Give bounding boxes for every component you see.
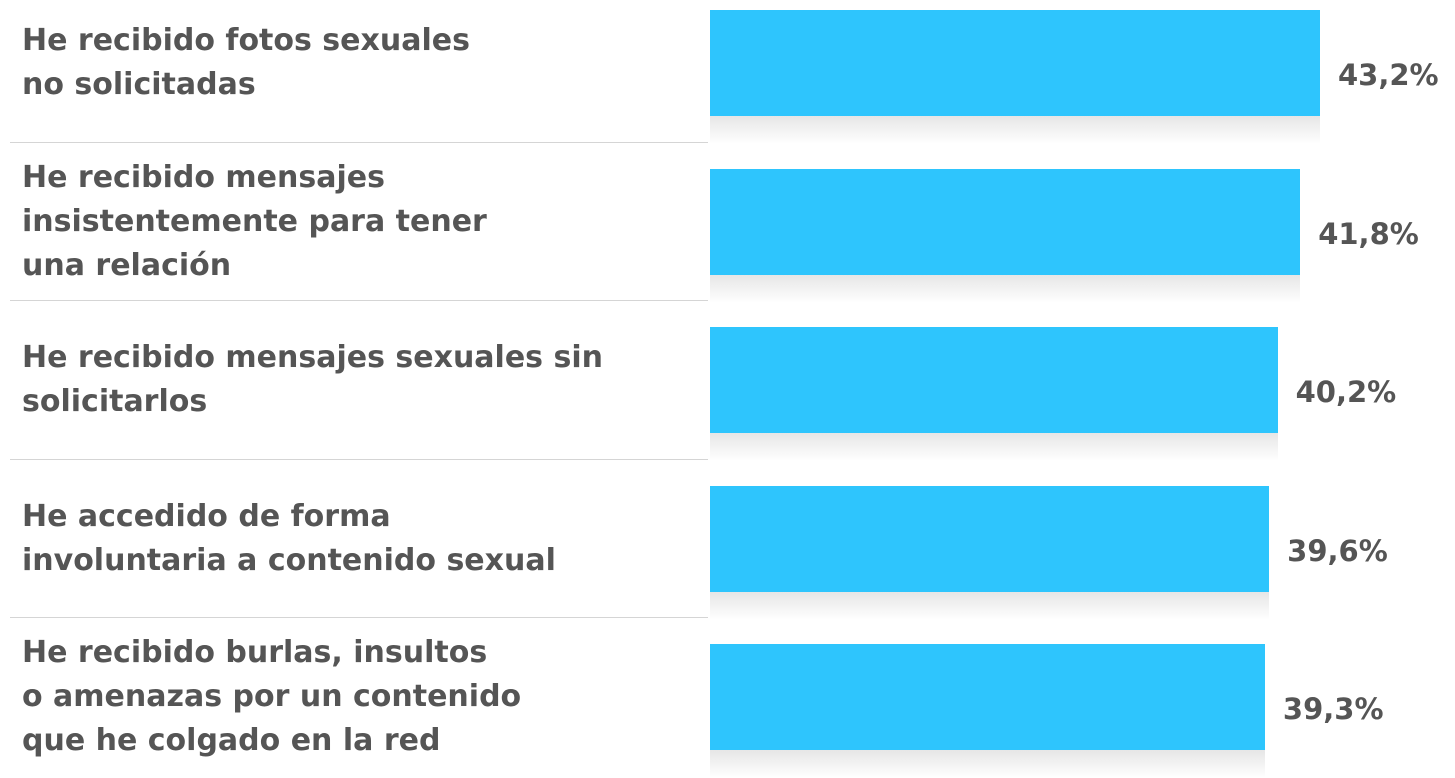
category-label: He accedido de forma involuntaria a cont… [22, 498, 556, 578]
category-label: He recibido fotos sexuales no solicitada… [22, 23, 470, 102]
row-separator [10, 300, 708, 301]
value-label: 39,3% [1282, 692, 1384, 726]
bar [710, 644, 1265, 750]
value-label: 41,8% [1318, 216, 1419, 251]
bar [710, 168, 1301, 275]
row-separator [10, 458, 708, 460]
category-label: He recibido burlas, insultos o amenazas … [22, 635, 522, 758]
bar-shadow [710, 116, 1320, 144]
category-label: He recibido mensajes sexuales sin solici… [22, 340, 603, 419]
bar [710, 10, 1320, 116]
bar-shadow [710, 750, 1265, 778]
value-label: 43,2% [1337, 58, 1439, 92]
bar-shadow [710, 433, 1278, 461]
value-label: 39,6% [1287, 533, 1388, 568]
bar-shadow [710, 591, 1270, 620]
value-label: 40,2% [1295, 375, 1397, 409]
bar [710, 485, 1270, 592]
category-label: He recibido mensajes insistentemente par… [22, 159, 487, 283]
bar-shadow [710, 274, 1301, 303]
row-separator [10, 617, 708, 618]
bar [710, 327, 1278, 433]
row-separator [10, 141, 708, 143]
